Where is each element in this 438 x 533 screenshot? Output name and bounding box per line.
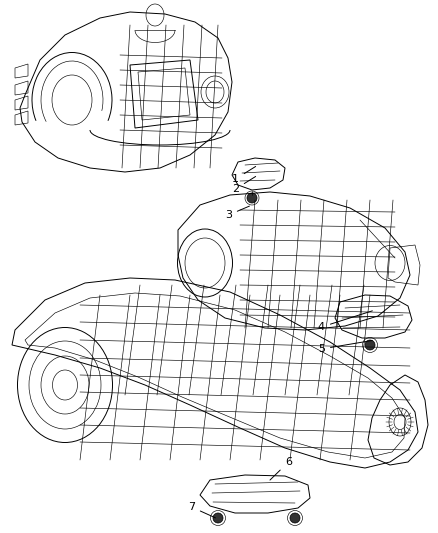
Circle shape <box>290 513 300 523</box>
Text: 3: 3 <box>225 206 250 220</box>
Text: 7: 7 <box>188 502 215 518</box>
Text: 5: 5 <box>318 341 372 354</box>
Text: 2: 2 <box>232 176 256 194</box>
Text: 6: 6 <box>270 457 292 480</box>
Text: 4: 4 <box>318 311 372 332</box>
Circle shape <box>213 513 223 523</box>
Circle shape <box>247 193 257 203</box>
Text: 1: 1 <box>232 166 256 184</box>
Circle shape <box>365 340 375 350</box>
